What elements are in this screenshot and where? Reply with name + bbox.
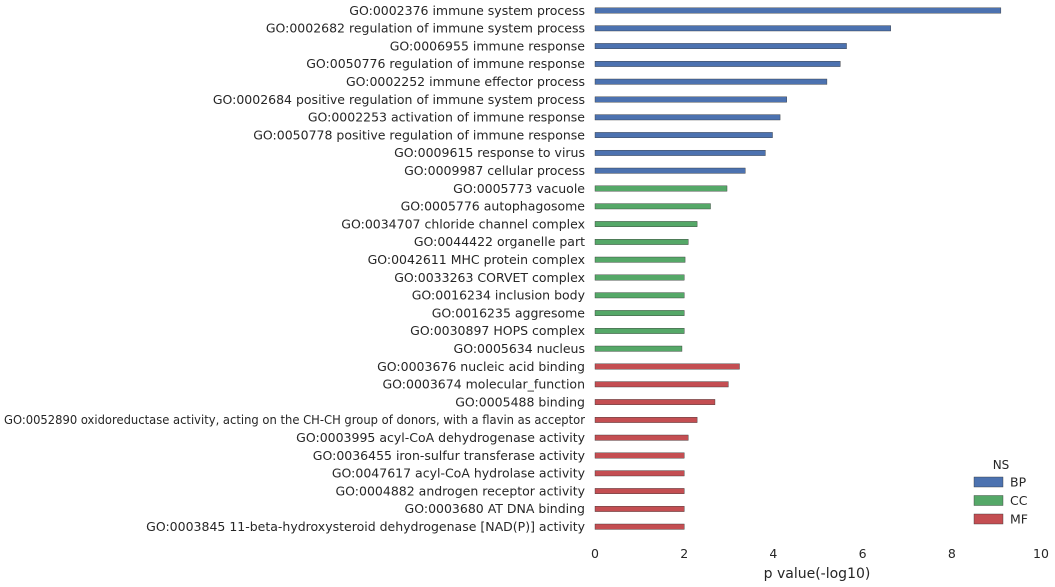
x-tick-label: 10 <box>1033 546 1049 561</box>
category-label: GO:0047617 acyl-CoA hydrolase activity <box>332 466 586 481</box>
category-label: GO:0003845 11-beta-hydroxysteroid dehydr… <box>146 519 585 534</box>
bars-layer <box>594 7 1002 530</box>
bar-mf <box>594 434 689 441</box>
category-label: GO:0030897 HOPS complex <box>410 323 585 338</box>
bar-mf <box>594 506 685 512</box>
bar-bp <box>594 61 841 67</box>
category-label: GO:0002376 immune system process <box>349 3 585 18</box>
category-labels: GO:0002376 immune system process GO:00026… <box>4 3 586 534</box>
bar-cc <box>594 328 685 334</box>
category-label: GO:0003680 AT DNA binding <box>405 501 585 516</box>
category-label: GO:0003995 acyl-CoA dehydrogenase activi… <box>296 430 585 445</box>
bar-cc <box>594 238 689 245</box>
category-label: GO:0002682 regulation of immune system p… <box>266 21 585 36</box>
bar-bp <box>594 78 828 85</box>
bar-mf <box>594 381 729 388</box>
bar-bp <box>594 96 787 103</box>
bar-mf <box>594 452 685 459</box>
category-label: GO:0050778 positive regulation of immune… <box>253 127 585 142</box>
legend-label-mf: MF <box>1010 512 1028 527</box>
category-label: GO:0034707 chloride channel complex <box>341 216 585 231</box>
bar-cc <box>594 203 711 210</box>
category-label: GO:0005773 vacuole <box>453 181 585 196</box>
x-tick-label: 8 <box>948 546 956 561</box>
x-axis-label: p value(-log10) <box>764 566 871 582</box>
category-label: GO:0042611 MHC protein complex <box>368 252 585 267</box>
bar-bp <box>594 43 847 50</box>
category-label: GO:0006955 immune response <box>390 38 586 53</box>
bar-mf <box>594 488 685 494</box>
bar-cc <box>594 292 685 299</box>
category-label: GO:0004882 androgen receptor activity <box>336 483 586 498</box>
bar-cc <box>594 221 698 227</box>
bar-cc <box>594 185 728 192</box>
bar-mf <box>594 363 740 370</box>
category-label: GO:0002252 immune effector process <box>346 74 585 89</box>
bar-mf <box>594 399 716 405</box>
category-label: GO:0016234 inclusion body <box>412 288 586 303</box>
x-tick-label: 2 <box>680 546 688 561</box>
x-axis: p value(-log10) 0 2 4 6 8 10 <box>591 546 1049 582</box>
bar-mf <box>594 523 685 530</box>
bar-mf <box>594 470 685 477</box>
category-label: GO:0005488 binding <box>455 394 585 409</box>
category-label: GO:0033263 CORVET complex <box>394 270 585 285</box>
category-label: GO:0005776 autophagosome <box>401 199 586 214</box>
category-label: GO:0036455 iron-sulfur transferase activ… <box>313 448 586 463</box>
category-label: GO:0050776 regulation of immune response <box>306 56 585 71</box>
category-label: GO:0002253 activation of immune response <box>308 110 585 125</box>
category-label: GO:0016235 aggresome <box>432 305 586 320</box>
bar-bp <box>594 149 766 156</box>
bar-bp <box>594 7 1002 14</box>
category-label: GO:0003674 molecular_function <box>382 377 585 392</box>
bar-bp <box>594 167 746 174</box>
legend-swatch-bp <box>973 476 1004 488</box>
bar-cc <box>594 345 683 352</box>
category-label: GO:0052890 oxidoreductase activity, acti… <box>4 412 586 427</box>
legend-swatch-cc <box>973 495 1004 506</box>
x-tick-label: 4 <box>769 546 777 561</box>
bar-cc <box>594 310 685 316</box>
x-tick-label: 6 <box>859 546 867 561</box>
bar-mf <box>594 417 698 423</box>
x-tick-label: 0 <box>591 546 599 561</box>
bar-bp <box>594 132 773 138</box>
category-label: GO:0044422 organelle part <box>414 234 585 249</box>
bar-bp <box>594 25 891 32</box>
legend-label-cc: CC <box>1010 493 1028 508</box>
legend-swatch-mf <box>973 513 1004 525</box>
legend-label-bp: BP <box>1010 475 1027 490</box>
bar-bp <box>594 114 781 121</box>
legend: NS BP CC MF <box>973 458 1028 527</box>
category-label: GO:0005634 nucleus <box>454 341 585 356</box>
bar-cc <box>594 274 685 281</box>
category-label: GO:0009987 cellular process <box>404 163 585 178</box>
legend-title: NS <box>993 458 1010 472</box>
bar-cc <box>594 256 686 263</box>
category-label: GO:0009615 response to virus <box>394 145 585 160</box>
category-label: GO:0003676 nucleic acid binding <box>377 359 585 374</box>
category-label: GO:0002684 positive regulation of immune… <box>213 92 585 107</box>
